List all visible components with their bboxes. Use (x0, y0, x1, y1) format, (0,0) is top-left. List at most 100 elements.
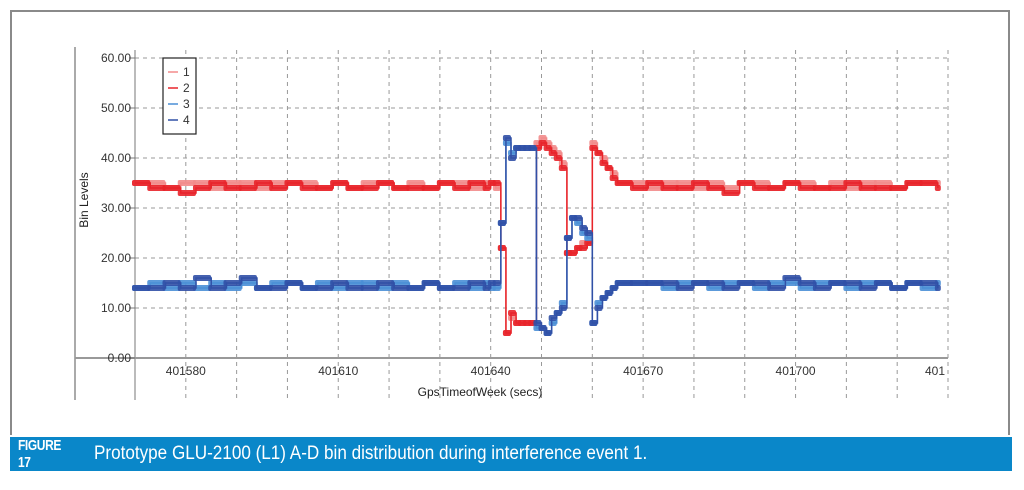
data-point (934, 185, 941, 191)
data-point (391, 185, 410, 191)
data-point (614, 280, 633, 286)
data-point (238, 280, 257, 286)
data-point (330, 280, 349, 286)
data-point (828, 180, 847, 186)
data-point (645, 185, 664, 191)
data-point (162, 185, 181, 191)
data-point (812, 280, 832, 286)
data-point (660, 285, 679, 291)
data-point (589, 145, 598, 151)
data-point (812, 185, 832, 191)
y-tick-label: 0.00 (108, 351, 132, 365)
data-point (690, 180, 710, 186)
data-point (538, 135, 547, 141)
figure-number: FIGURE 17 (18, 437, 61, 471)
legend-label: 1 (183, 65, 190, 79)
data-point (751, 285, 771, 291)
data-point (706, 180, 725, 186)
data-point (782, 275, 801, 281)
data-point (843, 185, 862, 191)
data-point (767, 185, 786, 191)
data-point (574, 220, 583, 226)
data-point (269, 280, 288, 286)
data-point (452, 180, 471, 186)
data-point (873, 280, 893, 286)
data-point (904, 180, 923, 186)
data-point (629, 185, 649, 191)
data-point (568, 250, 578, 256)
data-point (843, 180, 862, 186)
data-point (706, 285, 725, 291)
data-point (360, 280, 379, 286)
data-point (391, 280, 410, 286)
data-point (889, 285, 908, 291)
data-point (548, 320, 557, 326)
data-point (828, 280, 847, 286)
data-point (584, 235, 593, 241)
y-tick-label: 40.00 (101, 151, 131, 165)
data-point (208, 180, 227, 186)
data-point (269, 185, 288, 191)
data-point (660, 185, 679, 191)
data-point (797, 280, 816, 286)
data-point (843, 280, 862, 286)
data-point (548, 150, 557, 156)
data-point (452, 280, 471, 286)
data-point (482, 185, 491, 191)
y-tick-label: 60.00 (101, 51, 131, 65)
data-point (360, 185, 379, 191)
data-point (223, 285, 242, 291)
data-point (767, 285, 786, 291)
data-point (889, 185, 908, 191)
data-point (828, 185, 847, 191)
data-point (269, 285, 288, 291)
data-point (706, 280, 725, 286)
data-point (558, 165, 567, 171)
data-point (584, 240, 593, 246)
data-point (436, 285, 456, 291)
data-point (375, 285, 395, 291)
data-point (492, 180, 501, 186)
data-point (660, 280, 679, 286)
data-point (904, 280, 923, 286)
figure-caption-text: Prototype GLU-2100 (L1) A-D bin distribu… (94, 443, 648, 464)
data-point (497, 245, 506, 251)
series-line (135, 137, 939, 334)
data-point (238, 180, 257, 186)
data-point (873, 180, 893, 186)
data-point (508, 310, 517, 316)
legend: 1 2 3 4 (162, 57, 197, 135)
data-point (675, 180, 694, 186)
data-point (553, 155, 562, 161)
data-point (253, 285, 273, 291)
data-point (375, 180, 395, 186)
data-point (421, 280, 440, 286)
data-point (406, 180, 425, 186)
x-tick-label: 401670 (623, 364, 663, 378)
data-point (599, 295, 608, 301)
data-point (858, 280, 877, 286)
data-point (558, 305, 567, 311)
data-point (934, 285, 941, 291)
data-point (192, 285, 212, 291)
data-point (797, 180, 816, 186)
data-point (177, 190, 196, 196)
data-point (223, 185, 242, 191)
data-point (492, 285, 501, 291)
data-point (406, 285, 425, 291)
data-point (721, 280, 740, 286)
data-point (873, 185, 893, 191)
data-point (391, 285, 410, 291)
data-point (751, 280, 771, 286)
data-point (147, 180, 166, 186)
data-point (192, 185, 212, 191)
data-point (238, 185, 257, 191)
data-point (360, 180, 379, 186)
data-point (192, 180, 212, 186)
data-point (599, 160, 608, 166)
legend-box (162, 57, 197, 135)
data-point (502, 140, 512, 146)
x-tick-label: 401580 (166, 364, 206, 378)
data-point (767, 280, 786, 286)
figure-caption: FIGURE 17 Prototype GLU-2100 (L1) A-D bi… (10, 437, 1012, 471)
